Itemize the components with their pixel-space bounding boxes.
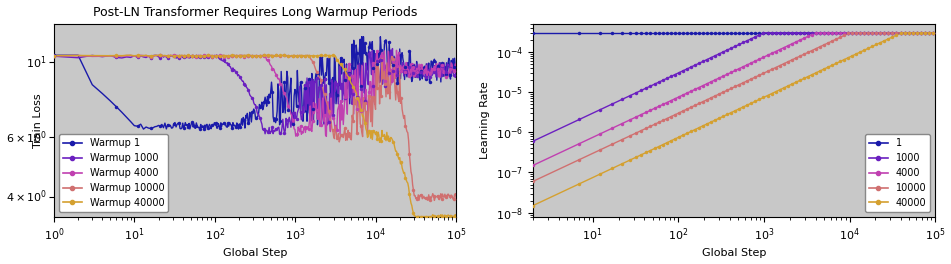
Y-axis label: Learning Rate: Learning Rate: [480, 81, 491, 159]
Legend: Warmup 1, Warmup 1000, Warmup 4000, Warmup 10000, Warmup 40000: Warmup 1, Warmup 1000, Warmup 4000, Warm…: [59, 134, 168, 212]
X-axis label: Global Step: Global Step: [702, 248, 767, 258]
Y-axis label: Train Loss: Train Loss: [33, 93, 44, 148]
Text: $10^{1}$: $10^{1}$: [27, 54, 47, 71]
Text: $6\times10^{0}$: $6\times10^{0}$: [6, 129, 47, 146]
Text: $4\times10^{0}$: $4\times10^{0}$: [6, 189, 47, 205]
X-axis label: Global Step: Global Step: [223, 248, 287, 258]
Title: Post-LN Transformer Requires Long Warmup Periods: Post-LN Transformer Requires Long Warmup…: [93, 6, 417, 18]
Legend: 1, 1000, 4000, 10000, 40000: 1, 1000, 4000, 10000, 40000: [864, 134, 930, 212]
